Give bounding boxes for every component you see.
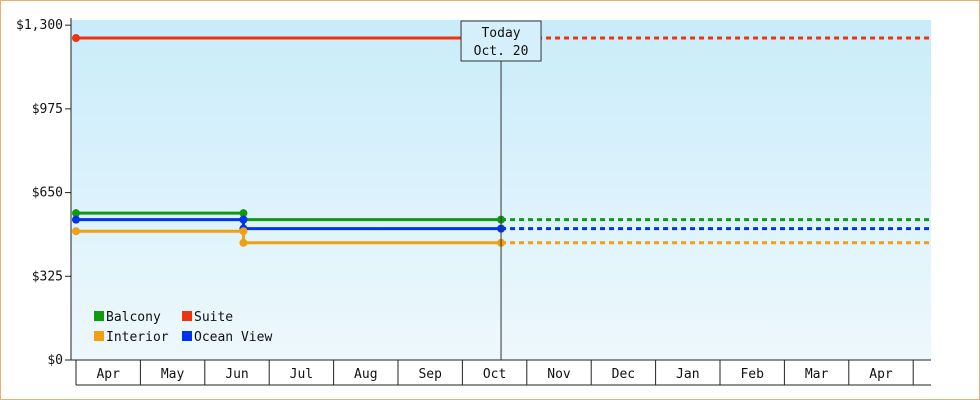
x-tick-label: Nov xyxy=(547,367,571,382)
data-point xyxy=(72,215,80,224)
legend: Balcony Suite Interior Ocean View xyxy=(94,310,272,345)
legend-label: Suite xyxy=(194,310,233,325)
y-tick-label: $650 xyxy=(32,186,63,201)
data-point xyxy=(72,34,80,43)
today-marker: Today Oct. 20 xyxy=(460,20,542,360)
today-box xyxy=(460,20,542,62)
x-tick-label: May xyxy=(161,367,185,382)
series-line xyxy=(76,229,502,245)
data-point xyxy=(239,215,248,224)
today-date: Oct. 20 xyxy=(474,44,529,59)
data-point xyxy=(239,209,248,218)
legend-swatch xyxy=(94,311,104,321)
y-tick-label: $975 xyxy=(32,102,63,117)
y-tick-label: $0 xyxy=(47,353,63,368)
data-point xyxy=(72,227,80,236)
x-tick-label: Apr xyxy=(96,367,120,382)
legend-swatch xyxy=(182,331,192,341)
y-tick-label: $1,300 xyxy=(16,18,63,33)
x-tick-label: Jul xyxy=(290,367,313,382)
x-tick-label: Apr xyxy=(869,367,893,382)
x-tick-label: Mar xyxy=(805,367,829,382)
series-line xyxy=(76,218,502,231)
data-point xyxy=(72,209,80,218)
y-tick-label: $325 xyxy=(32,269,63,284)
data-point xyxy=(239,227,248,236)
x-tick-label: Sep xyxy=(418,367,442,382)
legend-swatch xyxy=(94,331,104,341)
x-tick-label: Dec xyxy=(612,367,635,382)
x-tick-label: Feb xyxy=(740,367,764,382)
series-layer xyxy=(72,34,931,247)
legend-label: Ocean View xyxy=(194,330,272,345)
legend-label: Balcony xyxy=(106,310,161,325)
legend-swatch xyxy=(182,311,192,321)
x-tick-label: Jun xyxy=(225,367,248,382)
x-tick-label: Jan xyxy=(676,367,699,382)
data-point xyxy=(239,238,248,247)
x-tick-label: Oct xyxy=(483,367,506,382)
today-label: Today xyxy=(481,26,520,41)
x-tick-label: Aug xyxy=(354,367,377,382)
legend-label: Interior xyxy=(106,330,169,345)
